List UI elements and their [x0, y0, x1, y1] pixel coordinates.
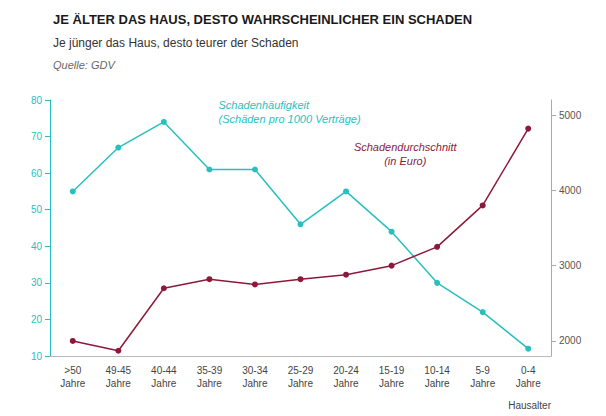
svg-text:JE ÄLTER DAS HAUS, DESTO WAHRS: JE ÄLTER DAS HAUS, DESTO WAHRSCHEINLICHE…: [53, 12, 472, 27]
svg-text:Jahre: Jahre: [470, 378, 495, 389]
svg-text:30-34: 30-34: [242, 365, 268, 376]
svg-text:Je jünger das Haus, desto teur: Je jünger das Haus, desto teurer der Sch…: [53, 36, 298, 50]
svg-text:60: 60: [31, 168, 43, 179]
svg-text:0-4: 0-4: [521, 365, 536, 376]
svg-text:70: 70: [31, 131, 43, 142]
svg-text:20: 20: [31, 314, 43, 325]
svg-text:30: 30: [31, 277, 43, 288]
svg-text:Quelle: GDV: Quelle: GDV: [53, 59, 116, 71]
svg-text:5-9: 5-9: [475, 365, 490, 376]
svg-text:50: 50: [31, 204, 43, 215]
svg-text:20-24: 20-24: [333, 365, 359, 376]
svg-text:3000: 3000: [559, 260, 582, 271]
svg-text:Jahre: Jahre: [197, 378, 222, 389]
svg-text:Hausalter: Hausalter: [508, 400, 551, 411]
svg-text:80: 80: [31, 95, 43, 106]
svg-text:Schadenhäufigkeit: Schadenhäufigkeit: [219, 99, 310, 111]
svg-text:(in Euro): (in Euro): [384, 155, 427, 167]
svg-text:Jahre: Jahre: [151, 378, 176, 389]
svg-text:10-14: 10-14: [424, 365, 450, 376]
svg-text:Jahre: Jahre: [516, 378, 541, 389]
svg-text:Jahre: Jahre: [379, 378, 404, 389]
svg-text:40: 40: [31, 241, 43, 252]
svg-text:49-45: 49-45: [106, 365, 132, 376]
svg-text:15-19: 15-19: [379, 365, 405, 376]
svg-text:Jahre: Jahre: [242, 378, 267, 389]
svg-text:Jahre: Jahre: [288, 378, 313, 389]
svg-text:Jahre: Jahre: [106, 378, 131, 389]
svg-text:5000: 5000: [559, 110, 582, 121]
svg-text:Jahre: Jahre: [334, 378, 359, 389]
svg-text:35-39: 35-39: [197, 365, 223, 376]
svg-text:(Schäden pro 1000 Verträge): (Schäden pro 1000 Verträge): [219, 113, 361, 125]
svg-text:Schadendurchschnitt: Schadendurchschnitt: [354, 141, 458, 153]
svg-text:Jahre: Jahre: [425, 378, 450, 389]
svg-text:4000: 4000: [559, 185, 582, 196]
svg-text:40-44: 40-44: [151, 365, 177, 376]
svg-text:10: 10: [31, 351, 43, 362]
svg-text:2000: 2000: [559, 335, 582, 346]
svg-text:25-29: 25-29: [288, 365, 314, 376]
svg-text:Jahre: Jahre: [60, 378, 85, 389]
svg-text:>50: >50: [64, 365, 81, 376]
